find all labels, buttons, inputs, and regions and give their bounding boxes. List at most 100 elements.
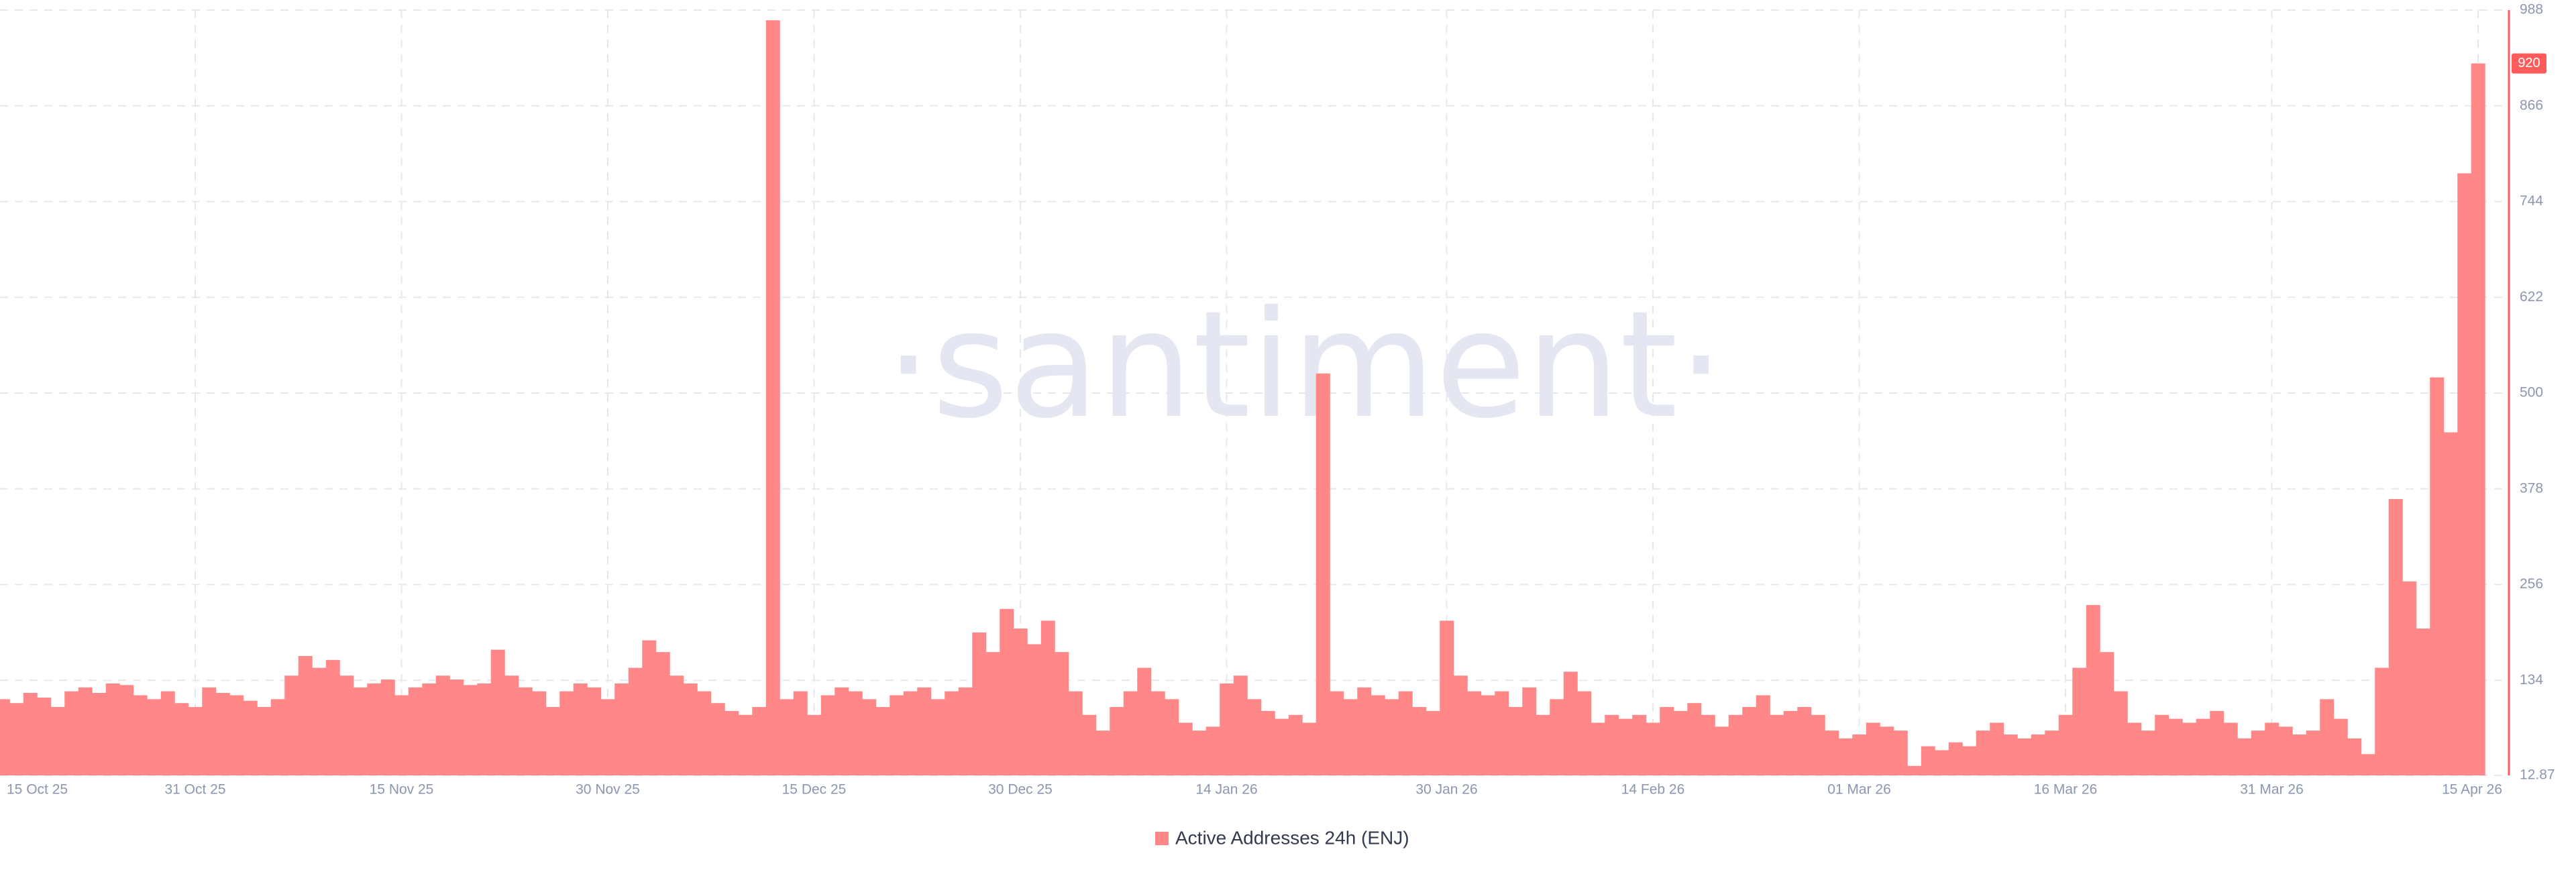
bar [532, 691, 547, 775]
bar [1165, 699, 1179, 775]
bar [1756, 695, 1770, 775]
bar [930, 699, 945, 775]
bar [807, 714, 822, 775]
bar [270, 699, 285, 775]
bar [1838, 738, 1853, 775]
bar [1591, 722, 1605, 775]
bar [325, 659, 340, 775]
bar [1371, 695, 1385, 775]
bar [243, 700, 258, 775]
bar [229, 695, 244, 775]
bar [1893, 730, 1908, 775]
bar [1412, 707, 1427, 775]
bar [1260, 710, 1275, 775]
y-tick-label: 866 [2520, 97, 2543, 113]
bar [587, 687, 602, 775]
bar [1948, 742, 1963, 775]
bar [119, 685, 134, 775]
bar [2127, 722, 2142, 775]
y-tick-label: 256 [2520, 576, 2543, 592]
bar [160, 691, 175, 775]
bar [1302, 722, 1317, 775]
bar [1357, 687, 1372, 775]
bar [2155, 714, 2169, 775]
bar [1673, 710, 1688, 775]
bar [614, 683, 629, 775]
bar [1233, 675, 1248, 775]
bar [875, 707, 890, 775]
bar [1536, 714, 1550, 775]
bar [2237, 738, 2252, 775]
bar [545, 707, 560, 775]
bar [903, 691, 918, 775]
bar [1646, 722, 1660, 775]
bar [1150, 691, 1165, 775]
bar [738, 714, 753, 775]
bar [1605, 714, 1619, 775]
bar [50, 707, 65, 775]
bar [147, 699, 162, 775]
x-tick-label: 30 Jan 26 [1415, 782, 1477, 798]
bar [600, 699, 615, 775]
x-tick-label: 14 Jan 26 [1195, 782, 1257, 798]
bar [1247, 699, 1262, 775]
legend: Active Addresses 24h (ENJ) [1155, 827, 1409, 848]
y-tick-label: 622 [2520, 289, 2543, 305]
bar [1811, 714, 1825, 775]
bar [518, 687, 533, 775]
bar [1632, 714, 1647, 775]
bar [312, 667, 327, 775]
bar [1068, 691, 1083, 775]
bar [1095, 730, 1110, 775]
bar [23, 692, 38, 775]
bar [2265, 722, 2279, 775]
bar [257, 707, 272, 775]
x-tick-label: 31 Mar 26 [2240, 782, 2304, 798]
bar [105, 683, 120, 775]
bar [1000, 608, 1014, 775]
y-tick-label: 134 [2520, 672, 2543, 688]
bar [683, 683, 698, 775]
bar [710, 703, 725, 775]
x-tick-label: 31 Oct 25 [164, 782, 225, 798]
bar [490, 649, 505, 775]
bar [188, 707, 203, 775]
bar [215, 692, 230, 775]
x-tick-label: 15 Dec 25 [782, 782, 847, 798]
bar [1453, 675, 1468, 775]
bar [2471, 63, 2485, 776]
x-tick-label: 30 Nov 25 [576, 782, 640, 798]
bar [1481, 695, 1495, 775]
bar [435, 675, 450, 775]
bar [1935, 750, 1949, 775]
bar [1687, 703, 1702, 775]
bar [463, 685, 478, 775]
bar [1618, 718, 1633, 775]
y-tick-label: 12.87 [2520, 767, 2555, 783]
bar [2278, 726, 2293, 775]
bar [1495, 691, 1509, 775]
bar [1990, 722, 2004, 775]
x-tick-label: 14 Feb 26 [1621, 782, 1685, 798]
bar [2168, 718, 2183, 775]
bar [2388, 498, 2403, 775]
bar [2402, 581, 2417, 775]
bar [1783, 710, 1798, 775]
bar [848, 691, 863, 775]
bar [1866, 722, 1880, 775]
bar [1976, 730, 1990, 775]
bar [765, 20, 780, 776]
bar [628, 667, 643, 775]
x-tick-label: 16 Mar 26 [2034, 782, 2098, 798]
bar [1660, 707, 1674, 775]
bar [2113, 691, 2128, 775]
bar [2416, 629, 2430, 775]
bar [2100, 652, 2114, 775]
bar [2430, 377, 2445, 775]
bar [1522, 687, 1537, 775]
x-tick-label: 15 Apr 26 [2442, 782, 2502, 798]
bar [1426, 710, 1440, 775]
bar [1577, 691, 1592, 775]
bar [820, 695, 835, 775]
